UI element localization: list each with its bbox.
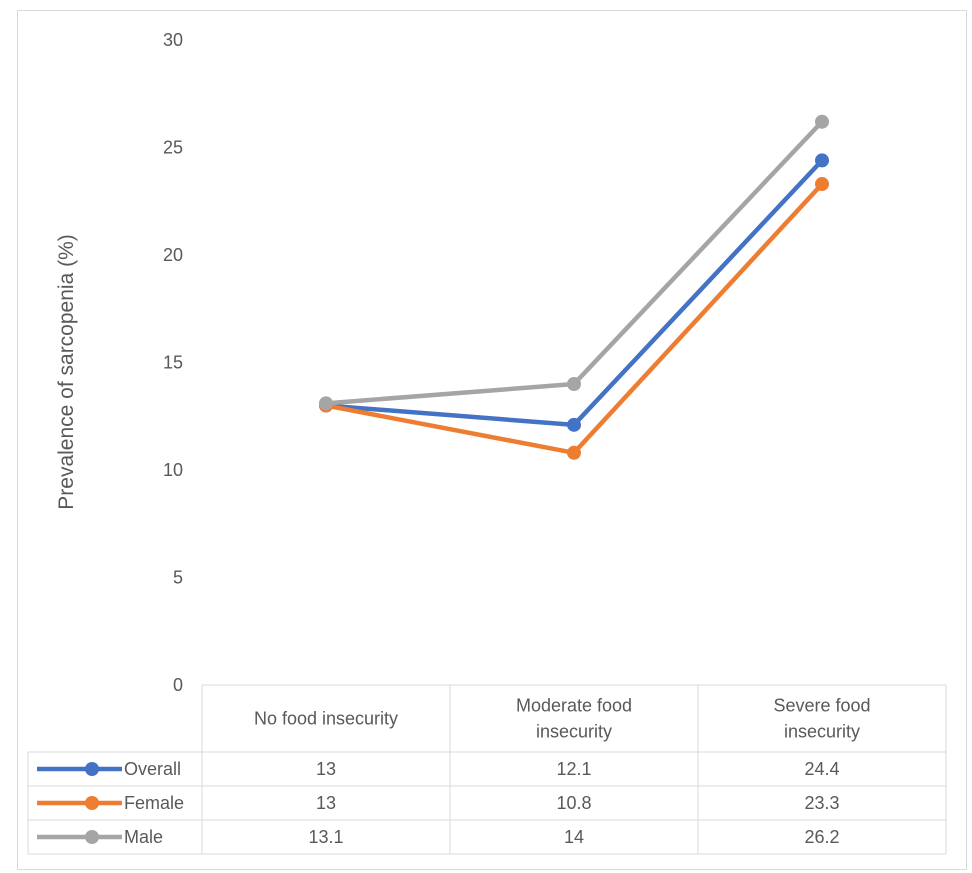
y-tick-label: 25 [163, 138, 183, 158]
data-point-overall [815, 153, 829, 168]
data-label-male: 13.1 [308, 827, 343, 847]
data-table: No food insecurity Moderate food insecurit… [27, 684, 947, 855]
data-label-overall: 12.1 [556, 759, 591, 779]
y-tick-label: 10 [163, 460, 183, 480]
x-category-label: insecurity [536, 722, 612, 742]
legend-marker-overall [85, 762, 99, 776]
data-point-female [815, 177, 829, 192]
legend-label-overall: Overall [124, 759, 181, 779]
data-label-female: 13 [316, 793, 336, 813]
data-point-male [815, 114, 829, 129]
y-axis-label: Prevalence of sarcopenia (%) [55, 234, 78, 509]
data-point-female [567, 445, 581, 460]
x-category-label: insecurity [784, 722, 860, 742]
x-category-label: Severe food [773, 696, 870, 716]
series-male [319, 114, 829, 411]
series-lines [319, 114, 829, 460]
legend-marker-male [85, 830, 99, 844]
data-point-male [567, 377, 581, 391]
legend-label-female: Female [124, 793, 184, 813]
data-label-male: 14 [564, 827, 584, 847]
legend-label-male: Male [124, 827, 163, 847]
data-label-male: 26.2 [804, 827, 839, 847]
data-point-overall [567, 417, 581, 432]
y-tick-label: 0 [173, 675, 183, 695]
data-label-overall: 24.4 [804, 759, 839, 779]
y-tick-label: 20 [163, 245, 183, 265]
y-tick-label: 15 [163, 353, 183, 373]
x-category-label: No food insecurity [254, 709, 398, 729]
y-tick-label: 5 [173, 568, 183, 588]
data-label-overall: 13 [316, 759, 336, 779]
series-female [319, 177, 829, 460]
y-axis: 0 5 10 15 20 25 30 [163, 30, 183, 695]
data-point-male [319, 396, 333, 411]
y-tick-label: 30 [163, 30, 183, 50]
x-category-label: Moderate food [516, 696, 632, 716]
data-label-female: 23.3 [804, 793, 839, 813]
data-label-female: 10.8 [556, 793, 591, 813]
legend-marker-female [85, 796, 99, 810]
chart-frame [17, 10, 967, 870]
